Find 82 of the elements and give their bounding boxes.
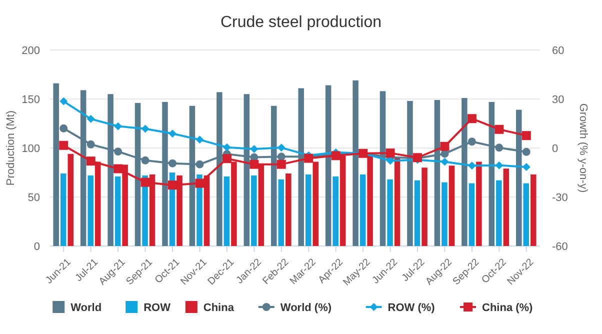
bar — [448, 166, 455, 246]
bar — [523, 183, 530, 246]
y2-tick-label: -30 — [552, 192, 568, 204]
y2-tick-label: -60 — [552, 241, 568, 253]
point — [522, 148, 530, 156]
point — [468, 138, 476, 146]
y2-tick-label: 0 — [552, 143, 558, 155]
point — [494, 124, 504, 134]
point — [141, 124, 150, 133]
bar — [530, 174, 536, 246]
point — [522, 162, 530, 171]
point — [277, 144, 286, 152]
bar — [407, 100, 413, 246]
chart-title: Crude steel production — [220, 14, 382, 31]
bar — [224, 176, 230, 246]
point — [440, 142, 450, 151]
bar — [251, 175, 257, 246]
y-tick-label: 0 — [34, 241, 40, 253]
point — [114, 122, 122, 130]
bar — [387, 179, 393, 246]
point — [196, 136, 204, 144]
y-tick-label: 100 — [22, 143, 40, 155]
point — [168, 180, 177, 190]
point — [140, 178, 150, 187]
point — [276, 160, 286, 169]
point — [250, 144, 258, 153]
bar — [60, 173, 66, 246]
bar — [476, 162, 482, 246]
bar — [422, 168, 428, 246]
point — [60, 124, 68, 132]
legend-label: ROW — [144, 302, 172, 314]
y-axis-title: Production (Mt) — [5, 110, 17, 186]
y-tick-label: 150 — [22, 94, 40, 106]
point — [168, 130, 176, 138]
legend-label: ROW (%) — [388, 302, 436, 314]
point — [86, 114, 95, 123]
bar — [325, 85, 332, 246]
point — [59, 140, 68, 150]
y-tick-label: 50 — [28, 192, 40, 204]
y2-tick-label: 60 — [552, 45, 564, 57]
point — [114, 148, 122, 156]
bar — [88, 175, 94, 246]
bar — [332, 176, 338, 246]
bar — [360, 174, 366, 246]
bar — [286, 173, 292, 246]
point — [522, 131, 531, 140]
bar — [278, 179, 284, 246]
point — [277, 152, 286, 161]
point — [386, 156, 394, 165]
point — [60, 97, 68, 106]
point — [495, 144, 504, 152]
point — [222, 143, 231, 152]
point — [168, 159, 176, 168]
point — [250, 160, 259, 169]
point — [86, 156, 96, 166]
y2-axis-title: Growth (% y-on-y) — [577, 103, 589, 193]
y-tick-label: 200 — [22, 45, 40, 57]
bar — [468, 183, 475, 246]
bar — [496, 180, 502, 246]
bar — [352, 80, 358, 246]
point — [195, 178, 204, 188]
bar — [442, 182, 448, 246]
y2-tick-label: 30 — [552, 94, 564, 106]
point — [222, 154, 232, 164]
bar — [68, 154, 74, 246]
point — [86, 140, 95, 148]
point — [386, 148, 395, 158]
point — [141, 156, 150, 164]
bar — [305, 174, 312, 246]
legend-label: China (%) — [482, 302, 534, 314]
bar — [414, 180, 420, 246]
legend-label: World — [70, 302, 102, 314]
point — [495, 161, 504, 170]
point — [468, 162, 476, 170]
legend-label: World (%) — [280, 302, 332, 314]
point — [467, 114, 476, 124]
legend-label: China — [203, 302, 235, 314]
point — [196, 160, 204, 168]
bar — [503, 168, 510, 246]
bar — [114, 176, 121, 246]
point — [114, 164, 123, 174]
point — [440, 158, 449, 166]
